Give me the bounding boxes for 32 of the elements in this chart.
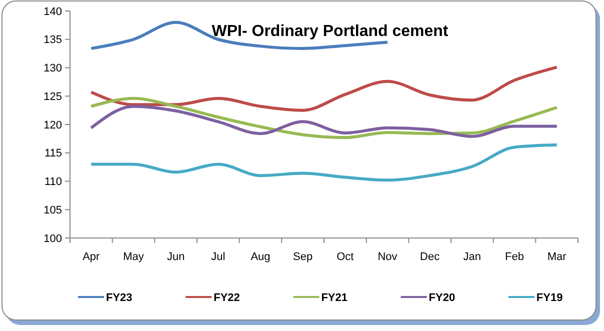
y-tick-label: 100 xyxy=(44,232,62,245)
y-tick-label: 115 xyxy=(44,148,62,160)
line-series xyxy=(90,66,558,112)
line-series xyxy=(90,143,558,182)
text: WPI- Ordinary Portland cement xyxy=(212,23,449,40)
x-tick-label: Jul xyxy=(211,251,226,263)
legend-label: FY22 xyxy=(214,292,240,304)
y-tick-label: 130 xyxy=(44,62,62,75)
y-tick-label: 140 xyxy=(44,6,62,18)
y-tick-label: 125 xyxy=(44,90,62,103)
line-series xyxy=(90,104,558,138)
line-series xyxy=(90,96,558,140)
y-tick-label: 135 xyxy=(44,34,62,46)
x-tick-label: Dec xyxy=(420,251,440,263)
x-tick-label: May xyxy=(123,251,144,263)
x-tick-label: Apr xyxy=(82,251,100,263)
x-tick-label: Oct xyxy=(336,251,354,263)
y-tick-label: 110 xyxy=(44,176,62,188)
x-tick-label: Jun xyxy=(166,251,185,263)
y-tick-label: 120 xyxy=(44,119,62,132)
legend-label: FY21 xyxy=(321,292,348,304)
legend-label: FY20 xyxy=(428,292,456,304)
x-tick-label: Aug xyxy=(250,251,270,263)
x-tick-label: Nov xyxy=(378,251,398,263)
legend-label: FY19 xyxy=(536,292,563,304)
x-tick-label: Jan xyxy=(463,251,482,263)
x-tick-label: Mar xyxy=(547,251,567,263)
x-tick-label: Feb xyxy=(505,251,524,263)
y-tick-label: 105 xyxy=(44,204,62,216)
x-tick-label: Sep xyxy=(293,251,313,263)
line-series xyxy=(90,20,389,50)
legend-label: FY23 xyxy=(106,292,132,304)
